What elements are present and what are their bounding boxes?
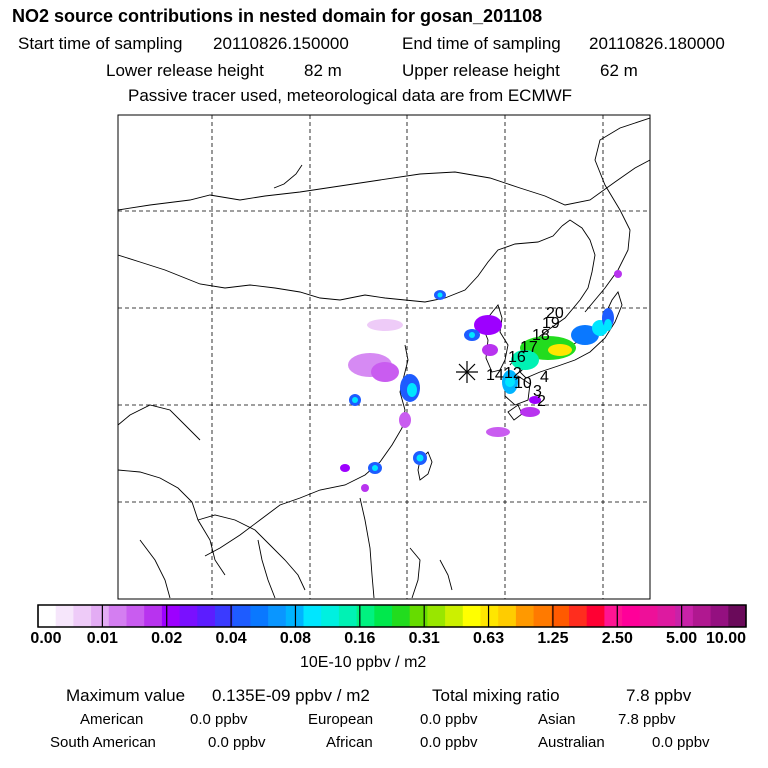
colorbar-swatch [144, 605, 163, 627]
colorbar-swatch [197, 605, 216, 627]
colorbar-swatch [551, 605, 570, 627]
colorbar-swatch [232, 605, 251, 627]
colorbar-tick-label: 0.08 [279, 630, 312, 647]
region-value-asian: 7.8 ppbv [618, 711, 676, 728]
colorbar-swatch [215, 605, 234, 627]
region-value-american: 0.0 ppbv [190, 711, 248, 728]
colorbar-tick-label: 10.00 [705, 630, 747, 647]
trajectory-label: 4 [540, 369, 549, 386]
trajectory-label: 20 [546, 305, 564, 322]
colorbar-swatch [179, 605, 198, 627]
colorbar-swatch [480, 605, 499, 627]
colorbar-tick-label: 1.25 [537, 630, 569, 647]
region-name-european: European [308, 711, 374, 728]
max-value-label: Maximum value [66, 686, 186, 705]
colorbar-tick-label: 0.04 [215, 630, 247, 647]
end-time-value: 20110826.180000 [589, 34, 725, 53]
map-frame [117, 114, 651, 600]
colorbar-swatch [268, 605, 287, 627]
region-name-african: African [326, 734, 373, 751]
colorbar-swatch [108, 605, 127, 627]
start-time-value: 20110826.150000 [213, 34, 349, 53]
colorbar-swatch [639, 605, 658, 627]
colorbar-swatch [586, 605, 605, 627]
colorbar-swatch [728, 605, 747, 627]
colorbar-tick-label: 0.01 [86, 630, 118, 647]
lower-height-label: Lower release height [106, 61, 264, 80]
region-name-australian: Australian [538, 734, 605, 751]
colorbar [37, 604, 747, 628]
colorbar-swatch [692, 605, 712, 627]
colorbar-frame [37, 604, 747, 628]
trajectory-label: 16 [508, 349, 526, 366]
region-name-american: American [80, 711, 144, 728]
max-value: 0.135E-09 ppbv / m2 [212, 686, 370, 705]
colorbar-unit: 10E-10 ppbv / m2 [300, 654, 427, 671]
trajectory-label: 12 [504, 365, 522, 382]
colorbar-swatch [427, 605, 446, 627]
total-mixing-label: Total mixing ratio [432, 686, 560, 705]
trajectory-label: 2 [537, 393, 546, 410]
colorbar-swatch [569, 605, 588, 627]
colorbar-tick-label: 2.50 [601, 630, 633, 647]
colorbar-swatch [533, 605, 552, 627]
colorbar-swatch [445, 605, 464, 627]
colorbar-tick-label: 0.63 [472, 630, 505, 647]
colorbar-swatch [338, 605, 358, 627]
colorbar-swatch [392, 605, 411, 627]
colorbar-swatch [622, 605, 641, 627]
trajectory-labels: 20 19 18 17 16 14 12 10 4 3 2 [486, 305, 564, 410]
end-time-label: End time of sampling [402, 34, 561, 53]
tracer-note: Passive tracer used, meteorological data… [128, 86, 573, 105]
colorbar-swatch [161, 605, 181, 627]
trajectory-label: 18 [532, 327, 550, 344]
upper-height-label: Upper release height [402, 61, 560, 80]
trajectory-label: 17 [520, 339, 538, 356]
colorbar-swatch [55, 605, 74, 627]
trajectory-label: 10 [514, 375, 532, 392]
colorbar-swatch [409, 605, 428, 627]
colorbar-swatch [675, 605, 694, 627]
colorbar-swatch [657, 605, 676, 627]
colorbar-swatch [38, 605, 57, 627]
trajectory-label: 3 [533, 383, 542, 400]
coastlines-borders [118, 117, 650, 599]
region-value-european: 0.0 ppbv [420, 711, 478, 728]
colorbar-swatch [321, 605, 340, 627]
colorbar-swatch [303, 605, 322, 627]
colorbar-swatch [73, 605, 92, 627]
colorbar-swatch [374, 605, 393, 627]
region-name-asian: Asian [538, 711, 576, 728]
colorbar-swatch [126, 605, 145, 627]
colorbar-swatch [462, 605, 481, 627]
colorbar-tick-label: 0.02 [151, 630, 183, 647]
colorbar-swatch [710, 605, 729, 627]
colorbar-swatch [91, 605, 110, 627]
receptor-marker [456, 361, 478, 383]
region-value-australian: 0.0 ppbv [652, 734, 710, 751]
start-time-label: Start time of sampling [18, 34, 183, 53]
colorbar-swatch [250, 605, 269, 627]
colorbar-tick-label: 0.16 [344, 630, 376, 647]
concentration-plumes [340, 270, 622, 492]
colorbar-tick-label: 5.00 [666, 630, 698, 647]
lower-height-value: 82 m [304, 61, 342, 80]
total-mixing-value: 7.8 ppbv [626, 686, 692, 705]
colorbar-tick-label: 0.31 [408, 630, 440, 647]
trajectory-label: 14 [486, 367, 504, 384]
plot-title: NO2 source contributions in nested domai… [12, 6, 543, 26]
colorbar-tick-label: 0.00 [30, 630, 62, 647]
trajectory-label: 19 [542, 315, 560, 332]
colorbar-swatch [604, 605, 623, 627]
region-value-african: 0.0 ppbv [420, 734, 478, 751]
region-value-south-american: 0.0 ppbv [208, 734, 266, 751]
colorbar-swatch [498, 605, 517, 627]
upper-height-value: 62 m [600, 61, 638, 80]
colorbar-swatch [515, 605, 535, 627]
colorbar-swatch [356, 605, 375, 627]
region-name-south-american: South American [50, 734, 156, 751]
